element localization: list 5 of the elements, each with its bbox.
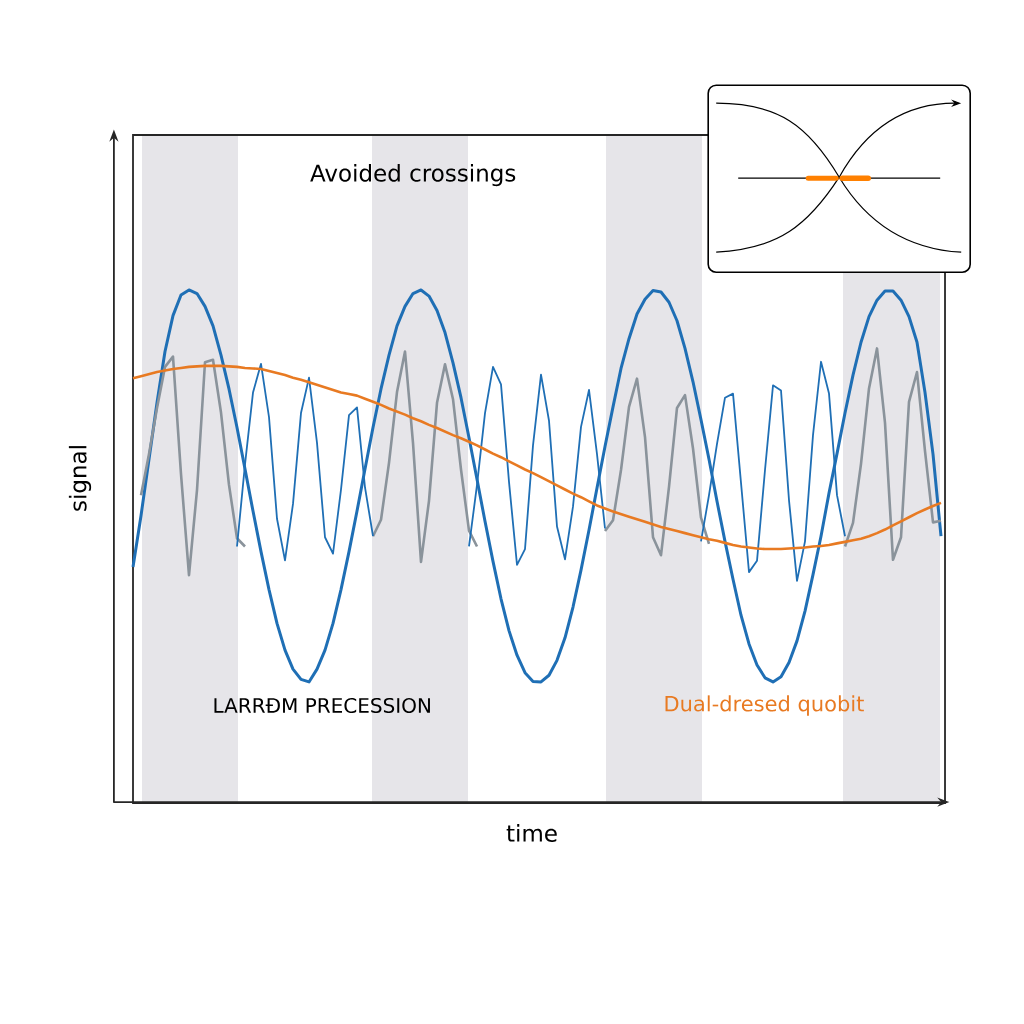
text: Dual-dresed quobit: [665, 695, 864, 716]
y-axis-title: signal: [68, 446, 92, 511]
annotation: LARRÐM PRECESSION: [214, 697, 430, 714]
x-axis-title: time: [506, 824, 557, 842]
text: Avoided crossings: [310, 163, 516, 187]
